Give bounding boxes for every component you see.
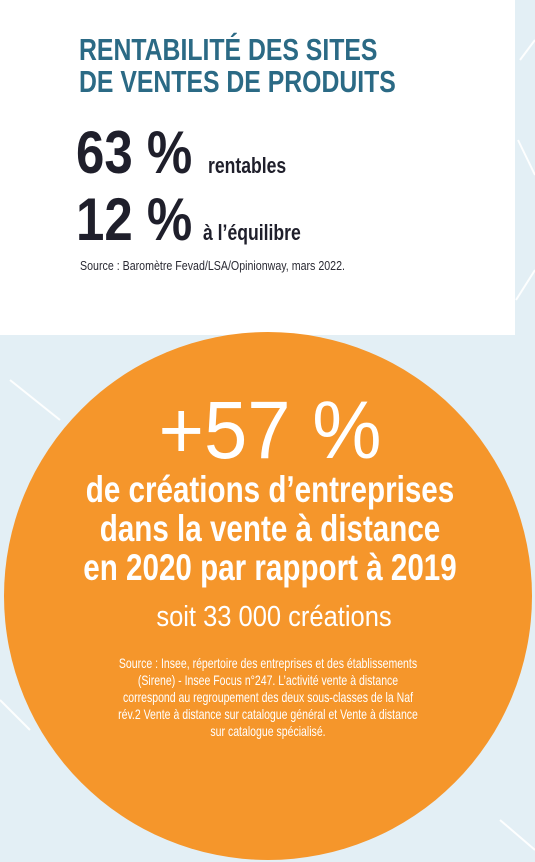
stat-label: rentables <box>208 154 286 178</box>
highlight-circle <box>4 332 532 860</box>
stat-label: à l’équilibre <box>203 221 301 245</box>
highlight-source: correspond au regroupement des deux sous… <box>123 690 414 706</box>
highlight-source: rév.2 Vente à distance sur catalogue gén… <box>118 707 418 723</box>
highlight-line: de créations d’entreprises <box>86 470 454 511</box>
highlight-source: Source : Insee, répertoire des entrepris… <box>119 656 417 672</box>
subline: soit 33 000 créations <box>156 599 391 632</box>
top-panel <box>0 0 515 335</box>
headline: +57 % <box>158 384 381 475</box>
stat-value: 63 % <box>76 119 192 186</box>
highlight-source: sur catalogue spécialisé. <box>210 724 325 740</box>
decoration <box>0 39 535 851</box>
source: Source : Baromètre Fevad/LSA/Opinionway,… <box>80 258 345 273</box>
title-line: RENTABILITÉ DES SITES <box>79 32 377 66</box>
highlight-line: dans la vente à distance <box>100 509 441 550</box>
highlight-line: en 2020 par rapport à 2019 <box>83 548 456 589</box>
title-line: DE VENTES DE PRODUITS <box>79 64 396 98</box>
highlight-source: (Sirene) - Insee Focus n°247. L’activité… <box>138 673 399 689</box>
stat-value: 12 % <box>76 186 192 253</box>
